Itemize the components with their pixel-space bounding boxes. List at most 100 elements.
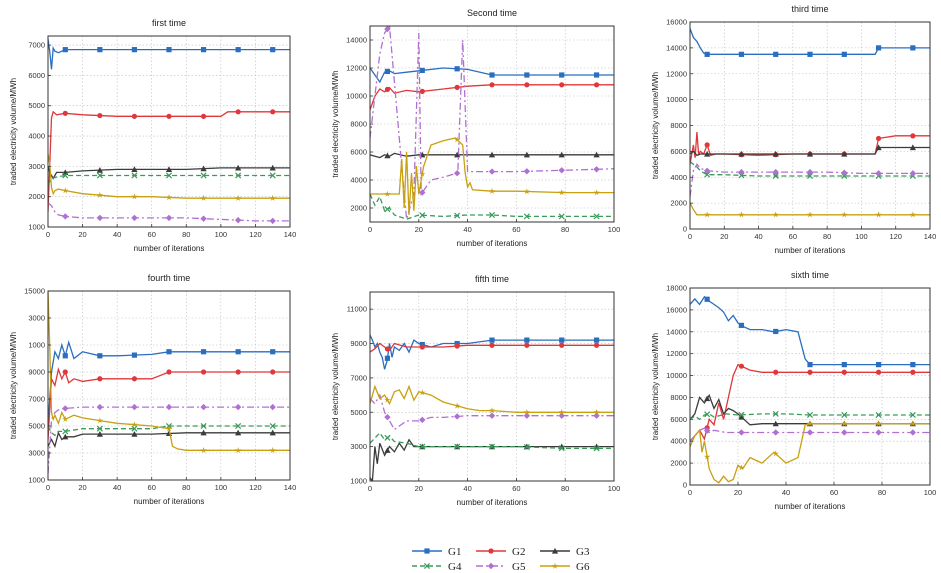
legend-item-G1: G1 bbox=[412, 546, 461, 558]
series-G5-point bbox=[806, 168, 814, 176]
series-G3-point bbox=[269, 164, 276, 171]
x-tick-label: 120 bbox=[889, 232, 902, 241]
legend-label: G3 bbox=[576, 546, 590, 558]
series-G2-point bbox=[910, 133, 916, 139]
series-G4-point bbox=[806, 172, 814, 179]
series-line-G3 bbox=[370, 152, 614, 159]
x-tick-label: 20 bbox=[415, 484, 423, 493]
legend: G1 G2 G3 G4 G5 G6 bbox=[412, 546, 590, 573]
x-axis-label: number of iterations bbox=[775, 246, 846, 255]
series-G6-point bbox=[523, 408, 531, 415]
series-line-G1 bbox=[690, 295, 930, 366]
y-tick-label: 14000 bbox=[666, 43, 687, 52]
series-G3-point bbox=[875, 144, 882, 151]
series-G1-point bbox=[200, 47, 207, 53]
series-G2-point bbox=[773, 369, 779, 375]
series-G4-point bbox=[419, 443, 426, 450]
y-tick-label: 1000 bbox=[28, 223, 45, 232]
series-G2-point bbox=[166, 113, 172, 119]
y-tick-label: 5000 bbox=[28, 101, 45, 110]
series-G2 bbox=[48, 366, 290, 440]
series-G1-point bbox=[807, 51, 813, 57]
series-G2-point bbox=[166, 369, 172, 375]
series-G6 bbox=[690, 420, 930, 484]
series-G2-point bbox=[559, 82, 565, 88]
series-G1-point bbox=[489, 337, 495, 343]
x-tick-label: 120 bbox=[249, 483, 262, 492]
y-tick-label: 12000 bbox=[346, 64, 367, 73]
series-G5 bbox=[690, 163, 930, 197]
series-G5-point bbox=[738, 168, 745, 176]
y-tick-label: 8000 bbox=[670, 121, 687, 130]
series-G1-point bbox=[524, 337, 530, 343]
series-G5-point bbox=[131, 214, 138, 222]
series-G4-point bbox=[909, 411, 916, 418]
series-G3 bbox=[48, 429, 290, 449]
series-G6-point bbox=[62, 415, 69, 422]
x-axis-label: number of iterations bbox=[134, 244, 205, 253]
legend-G4-point bbox=[423, 562, 431, 570]
legend-G3-point bbox=[551, 547, 559, 554]
series-G3-point bbox=[738, 150, 745, 157]
series-G6-point bbox=[269, 446, 276, 454]
series-G6-point bbox=[772, 211, 779, 218]
series-G5-point bbox=[593, 166, 600, 173]
series-G5-point bbox=[558, 167, 565, 174]
legend-label: G2 bbox=[512, 546, 525, 558]
series-G2-point bbox=[593, 342, 600, 348]
chart-panel-4: fourth time 0 20 40 60 80 100 120 140 1000 3000 500… bbox=[9, 273, 296, 506]
y-axis-label: traded electricity volume/MWh bbox=[9, 332, 18, 439]
series-G3-point bbox=[384, 152, 391, 159]
series-G6-point bbox=[593, 408, 600, 415]
plot-frame bbox=[47, 290, 291, 481]
series-G1-point bbox=[910, 45, 916, 51]
legend-item-G5: G5 bbox=[476, 561, 526, 573]
series-G2-point bbox=[454, 84, 460, 90]
series-G3-point bbox=[165, 166, 173, 172]
x-axis-label: number of iterations bbox=[457, 239, 528, 248]
series-G1-point bbox=[773, 51, 779, 57]
series-G5-point bbox=[875, 429, 882, 436]
x-tick-label: 80 bbox=[823, 232, 831, 241]
series-G6-point bbox=[165, 194, 173, 201]
series-G1-point bbox=[773, 328, 779, 335]
series-G6-point bbox=[806, 211, 814, 218]
x-tick-label: 0 bbox=[368, 484, 372, 493]
series-G1-point bbox=[875, 362, 882, 368]
series-G1-point bbox=[841, 362, 847, 368]
x-tick-label: 140 bbox=[284, 230, 297, 239]
legend-label: G4 bbox=[448, 561, 462, 573]
series-G6-point bbox=[419, 170, 426, 177]
legend-item-G3: G3 bbox=[540, 546, 590, 558]
series-G6-point bbox=[841, 420, 848, 427]
series-line-G6 bbox=[370, 137, 614, 216]
series-G4-point bbox=[269, 422, 276, 430]
series-G4-point bbox=[419, 212, 426, 219]
legend-G6-point bbox=[551, 562, 559, 569]
series-G4-point bbox=[200, 422, 207, 430]
series-G3-point bbox=[558, 151, 565, 158]
y-tick-label: 0 bbox=[683, 481, 687, 490]
legend-label: G1 bbox=[448, 546, 461, 558]
series-G4-point bbox=[806, 411, 814, 418]
series-G4-point bbox=[523, 213, 530, 220]
series-G2-point bbox=[875, 135, 882, 142]
series-G6 bbox=[690, 202, 930, 218]
series-line-G2 bbox=[370, 84, 614, 111]
series-G6-point bbox=[523, 188, 531, 195]
series-G5-point bbox=[62, 405, 69, 412]
series-G1-point bbox=[235, 47, 241, 53]
series-G5-point bbox=[806, 429, 814, 436]
x-axis-label: number of iterations bbox=[457, 498, 528, 507]
series-G6-point bbox=[488, 407, 496, 414]
y-tick-label: 12000 bbox=[666, 349, 687, 358]
x-tick-label: 40 bbox=[754, 232, 762, 241]
series-G2-point bbox=[738, 363, 745, 369]
plot-frame bbox=[689, 287, 931, 486]
chart-title: fifth time bbox=[475, 274, 509, 284]
y-tick-label: 2000 bbox=[28, 192, 45, 201]
series-G1-point bbox=[704, 51, 710, 57]
series-G3-point bbox=[593, 151, 600, 158]
y-tick-label: 16000 bbox=[666, 305, 687, 314]
